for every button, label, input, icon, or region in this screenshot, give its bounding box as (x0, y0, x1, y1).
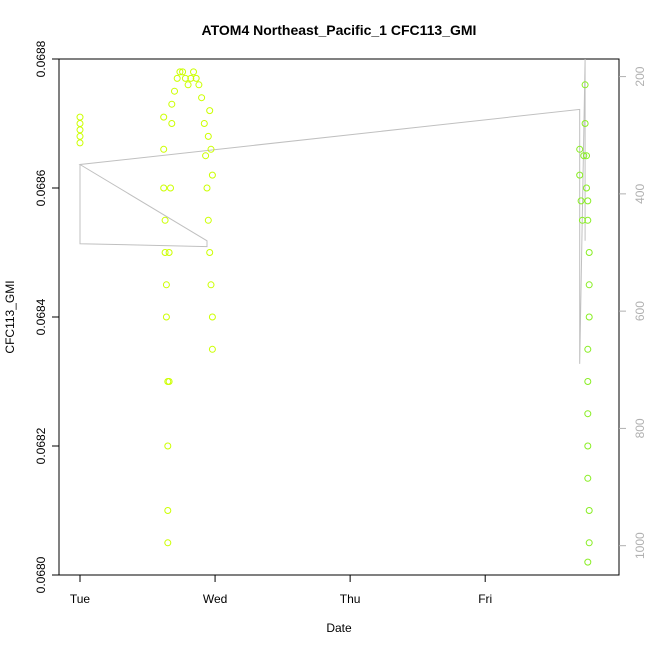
data-point-61 (584, 442, 592, 450)
data-point-2 (76, 126, 84, 134)
y-tick-label-2: 0.0684 (34, 298, 48, 335)
data-point-29 (192, 74, 200, 82)
data-point-41 (204, 132, 212, 140)
data-point-9 (161, 249, 169, 256)
data-point-46 (577, 197, 585, 205)
data-point-59 (584, 378, 592, 385)
data-point-42 (207, 145, 215, 153)
data-point-34 (203, 184, 211, 192)
data-point-55 (585, 249, 593, 256)
axes-layer: Tue Wed Thu Fri 0.0680 0.0682 0.0684 0.0686 0.06… (34, 40, 647, 606)
data-point-16 (165, 378, 173, 385)
data-point-21 (171, 87, 178, 95)
data-point-40 (206, 107, 214, 115)
data-point-20 (168, 100, 176, 108)
data-point-31 (198, 94, 206, 102)
data-point-13 (164, 442, 172, 450)
y-axis-label: CFC113_GMI (3, 280, 17, 353)
data-point-57 (585, 313, 593, 321)
y2-tick-label-4: 1000 (633, 532, 647, 559)
data-point-44 (576, 145, 584, 153)
data-point-1 (76, 120, 84, 127)
pressure-line-layer (78, 58, 586, 364)
data-point-7 (160, 184, 168, 192)
data-point-58 (584, 345, 592, 353)
data-point-24 (179, 68, 187, 76)
data-point-28 (190, 68, 197, 76)
y-tick-label-4: 0.0688 (34, 40, 48, 77)
y2-tick-label-2: 600 (633, 301, 647, 321)
x-axis-label: Date (326, 621, 352, 635)
data-point-5 (160, 113, 168, 121)
data-point-43 (208, 171, 216, 179)
data-point-4 (76, 139, 84, 147)
data-point-48 (580, 152, 588, 160)
data-point-38 (208, 313, 216, 321)
data-point-65 (584, 558, 592, 566)
data-point-37 (207, 281, 215, 289)
data-point-60 (584, 410, 592, 418)
data-point-0 (76, 113, 84, 121)
data-point-18 (167, 184, 174, 192)
data-point-54 (584, 216, 592, 224)
data-point-56 (585, 281, 593, 289)
data-point-51 (583, 152, 590, 160)
x-tick-label-Fri: Fri (478, 592, 492, 606)
data-point-17 (165, 249, 173, 256)
y2-tick-label-3: 800 (633, 418, 647, 438)
chart-title: ATOM4 Northeast_Pacific_1 CFC113_GMI (202, 22, 477, 38)
y2-tick-label-0: 200 (633, 66, 647, 86)
data-point-52 (583, 184, 590, 192)
data-point-45 (576, 171, 584, 179)
data-point-8 (161, 216, 169, 224)
x-tick-label-Wed: Wed (203, 592, 227, 606)
data-point-32 (200, 120, 208, 127)
data-point-6 (160, 145, 168, 153)
data-point-49 (581, 120, 589, 127)
data-point-22 (173, 74, 181, 82)
data-point-36 (206, 249, 214, 256)
y-tick-label-1: 0.0682 (34, 427, 48, 464)
data-point-50 (581, 81, 589, 89)
data-point-53 (584, 197, 592, 205)
data-point-35 (204, 216, 212, 224)
data-point-23 (176, 68, 184, 76)
data-point-10 (162, 281, 170, 289)
data-point-63 (585, 507, 593, 514)
data-point-3 (76, 132, 84, 140)
y-tick-label-3: 0.0686 (34, 169, 48, 206)
data-point-15 (164, 539, 172, 547)
x-tick-label-Thu: Thu (340, 592, 361, 606)
data-point-26 (184, 81, 192, 89)
data-point-25 (181, 74, 189, 82)
y2-tick-label-1: 400 (633, 184, 647, 204)
points-layer (76, 68, 593, 566)
x-tick-label-Tue: Tue (70, 592, 91, 606)
data-point-30 (195, 81, 203, 89)
pressure-line (78, 58, 586, 364)
data-point-14 (164, 507, 172, 514)
data-point-27 (187, 74, 195, 82)
y-tick-label-0: 0.0680 (34, 556, 48, 593)
data-point-19 (168, 120, 176, 127)
data-point-64 (585, 539, 593, 547)
data-point-62 (584, 474, 592, 482)
data-point-11 (162, 313, 170, 321)
data-point-39 (208, 345, 216, 353)
data-point-47 (578, 216, 586, 224)
data-point-33 (202, 152, 210, 160)
